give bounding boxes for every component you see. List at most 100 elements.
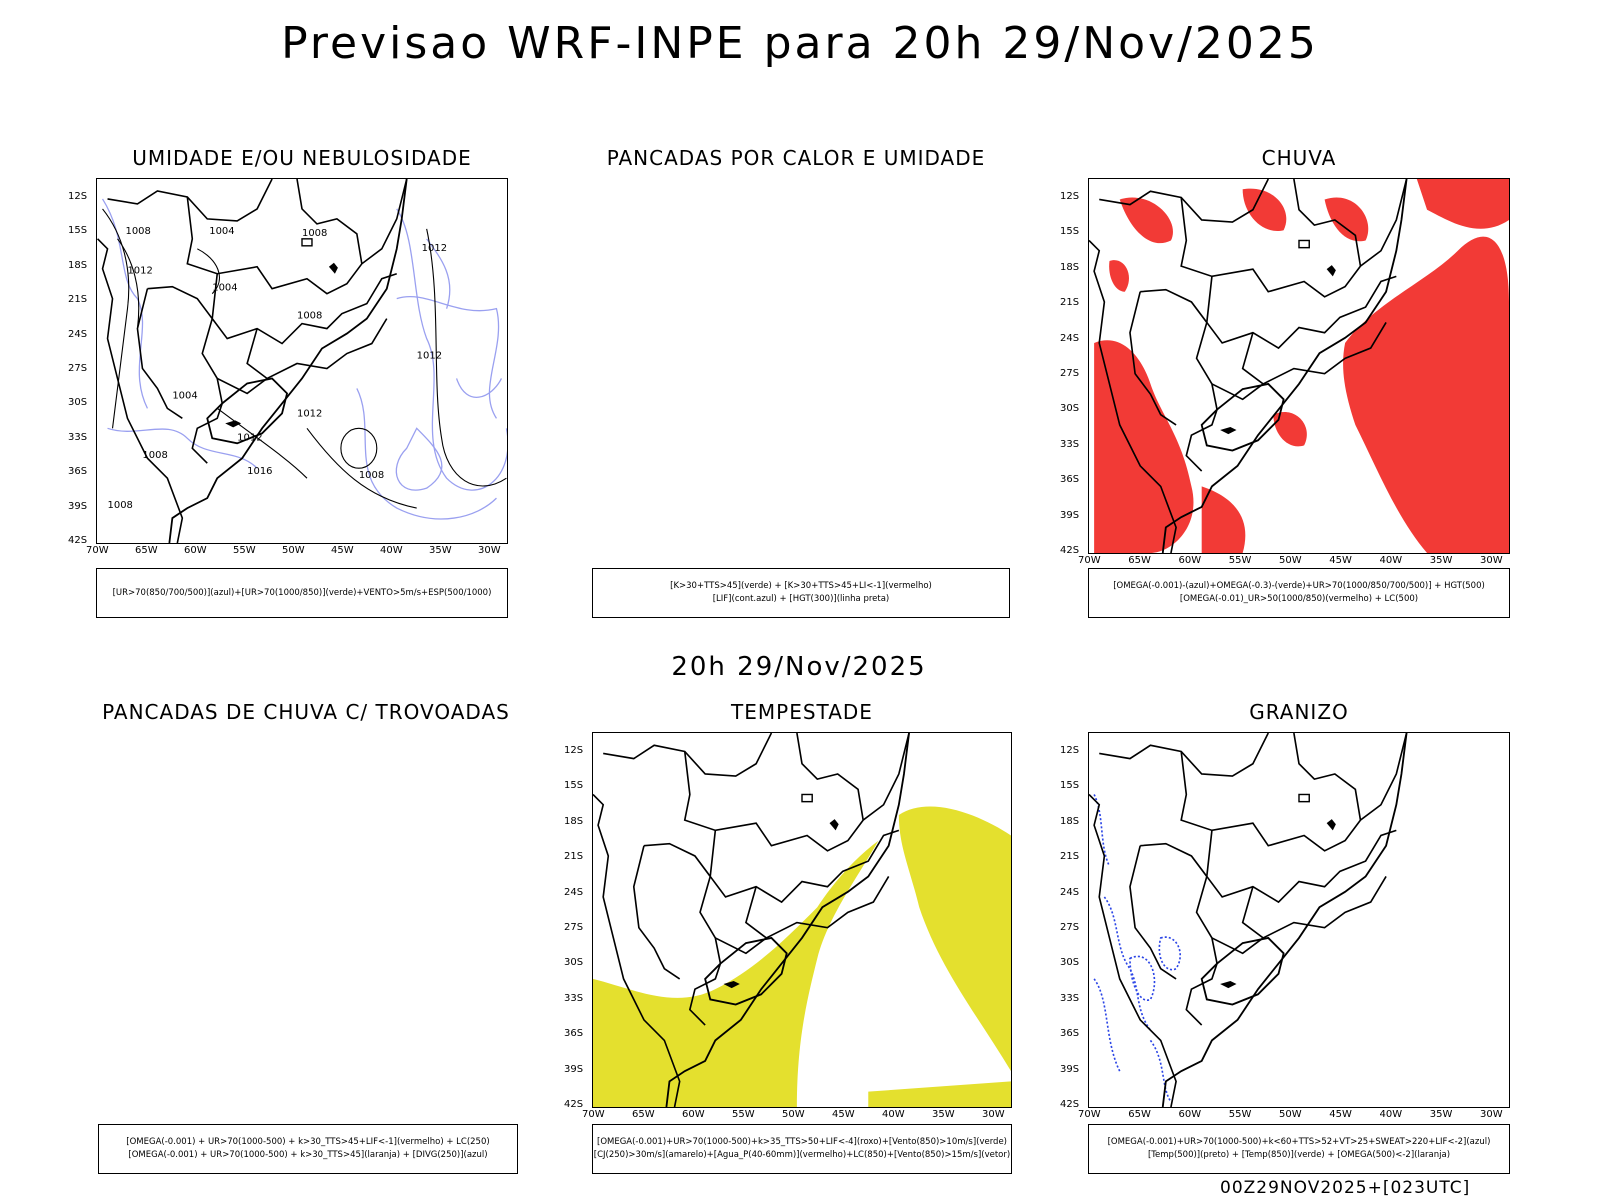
map-chuva xyxy=(1088,178,1510,554)
lon-tick-label: 45W xyxy=(1329,1109,1352,1120)
lat-tick-label: 30S xyxy=(1060,403,1080,415)
legend-line: [OMEGA(-0.001)+UR>70(1000-500)+k<60+TTS>… xyxy=(1107,1137,1491,1147)
svg-text:1016: 1016 xyxy=(247,466,272,477)
lat-tick-label: 12S xyxy=(1060,191,1080,202)
main-title: Previsao WRF-INPE para 20h 29/Nov/2025 xyxy=(281,18,1319,69)
lon-tick-label: 40W xyxy=(882,1109,905,1120)
hail-contours xyxy=(1093,794,1181,1103)
lon-tick-label: 55W xyxy=(1228,555,1252,566)
lon-tick-label: 40W xyxy=(380,545,403,556)
svg-text:1008: 1008 xyxy=(359,470,384,481)
rain-areas xyxy=(1094,179,1509,553)
lon-tick-label: 70W xyxy=(1078,555,1101,566)
lat-tick-label: 24S xyxy=(564,886,584,898)
lat-tick-label: 33S xyxy=(564,992,584,1004)
legend-line: [OMEGA(-0.001)-(azul)+OMEGA(-0.3)-(verde… xyxy=(1113,581,1485,591)
legend-line: [OMEGA(-0.001) + UR>70(1000-500) + k>30_… xyxy=(128,1150,488,1160)
lat-tick-label: 21S xyxy=(68,294,88,306)
svg-text:1008: 1008 xyxy=(142,450,167,461)
lat-tick-label: 18S xyxy=(1060,815,1080,827)
lon-tick-label: 65W xyxy=(1128,1109,1151,1120)
legend-line: [OMEGA(-0.001)+UR>70(1000-500)+k>35_TTS>… xyxy=(597,1137,1007,1147)
lon-tick-label: 50W xyxy=(1279,1109,1302,1120)
lon-tick-label: 40W xyxy=(1379,555,1403,566)
lat-tick-label: 27S xyxy=(1060,368,1080,379)
panel-pancadas-calor-legend: [K>30+TTS>45](verde) + [K>30+TTS>45+LI<-… xyxy=(592,568,1010,618)
lat-tick-label: 18S xyxy=(1060,261,1080,273)
map-umidade: 1008 1004 1008 1012 1004 1008 1012 1012 1012 1… xyxy=(96,178,509,544)
svg-text:1012: 1012 xyxy=(422,243,447,254)
lon-tick-label: 50W xyxy=(282,545,305,556)
isobars xyxy=(102,208,507,509)
svg-text:1008: 1008 xyxy=(125,226,150,237)
lon-tick-label: 70W xyxy=(582,1109,605,1120)
lat-tick-label: 21S xyxy=(564,851,584,863)
map-granizo xyxy=(1088,732,1510,1108)
lon-tick-label: 30W xyxy=(982,1109,1005,1120)
lat-tick-label: 12S xyxy=(564,745,584,756)
lat-tick-label: 36S xyxy=(1060,1028,1080,1040)
legend-line: [UR>70(850/700/500)](azul)+[UR>70(1000/8… xyxy=(112,587,492,598)
legend-line: [Temp(500)](preto) + [Temp(850)](verde) … xyxy=(1147,1150,1451,1160)
lat-tick-label: 18S xyxy=(68,259,88,271)
legend-line: [CJ(250)>30m/s](amarelo)+[Agua_P(40-60mm… xyxy=(593,1150,1011,1160)
lat-tick-label: 33S xyxy=(1060,438,1080,450)
lon-tick-label: 60W xyxy=(1178,555,1202,566)
lon-tick-label: 65W xyxy=(1128,555,1151,566)
lat-tick-label: 42S xyxy=(1060,1099,1080,1110)
lat-tick-label: 12S xyxy=(68,191,88,202)
lat-tick-label: 24S xyxy=(68,328,88,340)
subtitle-time: 20h 29/Nov/2025 xyxy=(671,652,927,682)
svg-text:1008: 1008 xyxy=(302,228,327,239)
lat-tick-label: 15S xyxy=(68,225,88,237)
lon-tick-label: 55W xyxy=(233,545,256,556)
legend-line: [OMEGA(-0.01)_UR>50(1000/850)(vermelho) … xyxy=(1179,594,1419,604)
lat-tick-label: 18S xyxy=(564,815,584,827)
lat-tick-label: 12S xyxy=(1060,745,1080,756)
lon-tick-label: 35W xyxy=(932,1109,955,1120)
svg-text:1004: 1004 xyxy=(209,226,234,237)
lon-tick-label: 70W xyxy=(1078,1109,1101,1120)
footer-init-time: 00Z29NOV2025+[023UTC] xyxy=(1220,1178,1471,1198)
svg-text:1012: 1012 xyxy=(237,432,262,443)
panel-chuva-title: CHUVA xyxy=(1261,146,1337,170)
panel-umidade-legend: [UR>70(850/700/500)](azul)+[UR>70(1000/8… xyxy=(96,568,508,618)
legend-line: [OMEGA(-0.001) + UR>70(1000-500) + k>30_… xyxy=(126,1137,490,1147)
lat-tick-label: 39S xyxy=(1060,509,1080,521)
lon-tick-label: 40W xyxy=(1379,1109,1403,1120)
lon-tick-label: 35W xyxy=(429,545,452,556)
storm-areas xyxy=(593,806,1011,1107)
lon-tick-label: 55W xyxy=(732,1109,755,1120)
lon-tick-label: 60W xyxy=(682,1109,705,1120)
lat-tick-label: 36S xyxy=(68,466,88,478)
lon-tick-label: 55W xyxy=(1228,1109,1252,1120)
lat-tick-label: 33S xyxy=(1060,992,1080,1004)
lat-tick-label: 39S xyxy=(68,500,88,512)
svg-text:1008: 1008 xyxy=(108,500,133,511)
lat-tick-label: 27S xyxy=(564,922,584,933)
lon-tick-label: 60W xyxy=(1178,1109,1202,1120)
lat-tick-label: 42S xyxy=(68,535,88,546)
panel-tempestade-legend: [OMEGA(-0.001)+UR>70(1000-500)+k>35_TTS>… xyxy=(592,1124,1012,1174)
lat-tick-label: 33S xyxy=(68,431,88,443)
lat-tick-label: 15S xyxy=(564,780,584,792)
lat-tick-label: 24S xyxy=(1060,886,1080,898)
lat-tick-label: 39S xyxy=(1060,1063,1080,1075)
lat-tick-label: 42S xyxy=(564,1099,584,1110)
lon-tick-label: 45W xyxy=(832,1109,855,1120)
lat-tick-label: 39S xyxy=(564,1063,584,1075)
panel-tempestade-title: TEMPESTADE xyxy=(731,700,873,724)
lon-tick-label: 30W xyxy=(478,545,501,556)
lon-tick-label: 60W xyxy=(184,545,207,556)
lon-tick-label: 30W xyxy=(1480,555,1503,566)
panel-granizo-legend: [OMEGA(-0.001)+UR>70(1000-500)+k<60+TTS>… xyxy=(1088,1124,1510,1174)
lat-tick-label: 36S xyxy=(1060,474,1080,486)
svg-text:1008: 1008 xyxy=(297,311,322,322)
svg-text:1012: 1012 xyxy=(127,266,152,277)
legend-line: [K>30+TTS>45](verde) + [K>30+TTS>45+LI<-… xyxy=(670,581,932,591)
lat-tick-label: 30S xyxy=(1060,957,1080,969)
lat-tick-label: 42S xyxy=(1060,545,1080,556)
panel-trovoadas-title: PANCADAS DE CHUVA C/ TROVOADAS xyxy=(102,700,510,724)
legend-line: [LIF](cont.azul) + [HGT(300)](linha pret… xyxy=(712,594,890,604)
lat-tick-label: 15S xyxy=(1060,780,1080,792)
